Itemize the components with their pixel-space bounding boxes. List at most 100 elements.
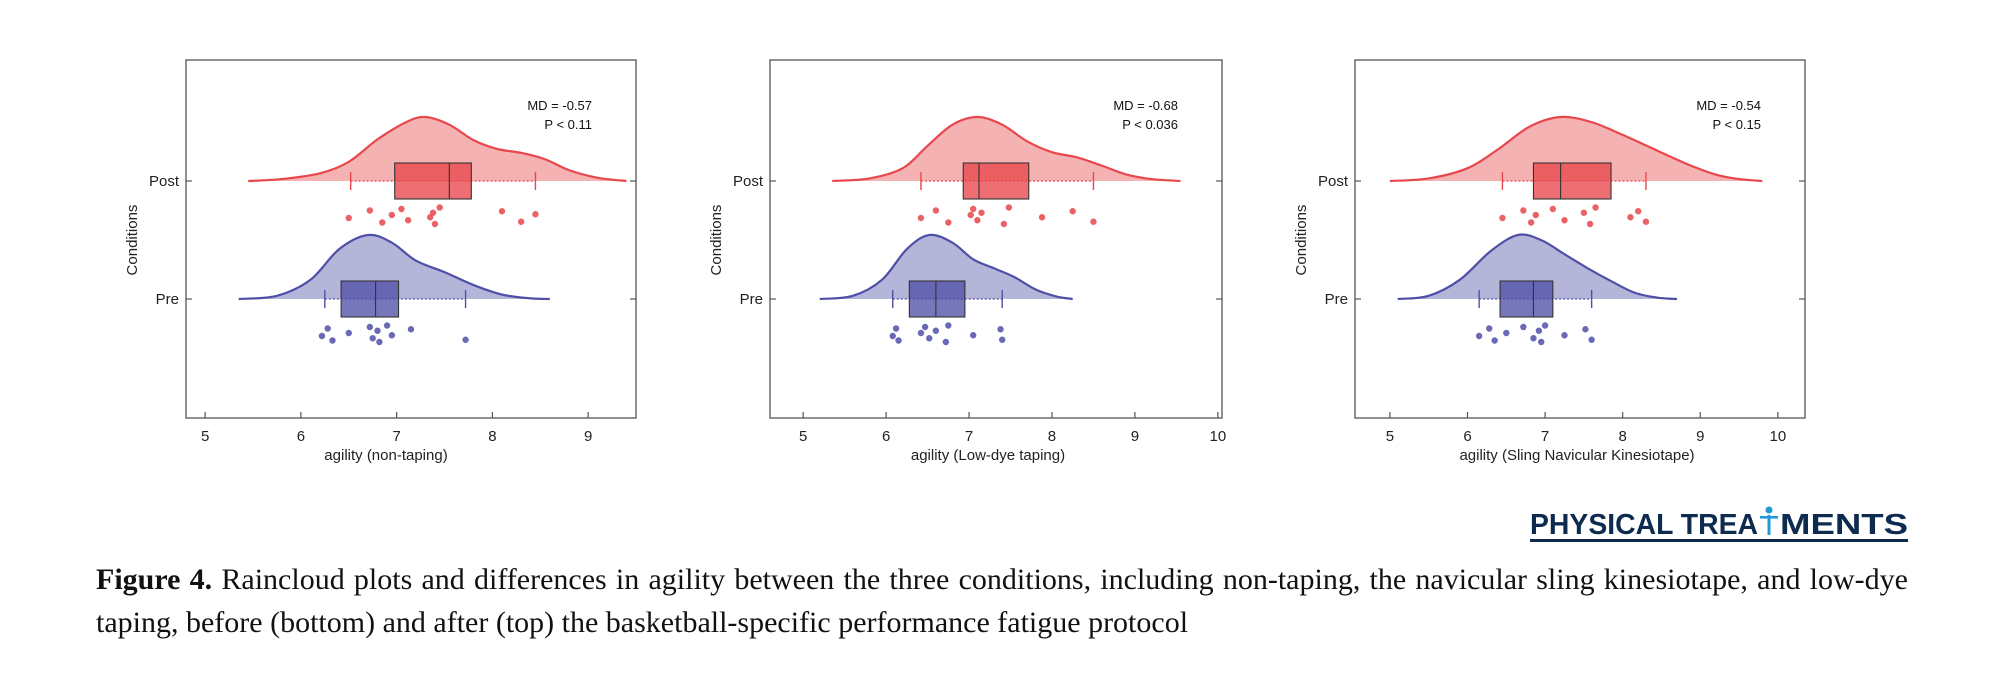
data-point <box>1527 219 1535 226</box>
data-point <box>1580 209 1588 216</box>
data-point <box>369 335 376 342</box>
data-point <box>889 332 896 340</box>
data-point <box>383 322 391 329</box>
density-outline <box>1389 115 1763 183</box>
data-point <box>462 336 469 343</box>
figure-caption: Figure 4. Raincloud plots and difference… <box>96 558 1908 644</box>
data-point <box>1541 322 1549 329</box>
data-point <box>945 219 952 226</box>
raincloud-chart-3: 5 6 7 8 9 10 agility (Sling Navicular Kinesiot… <box>1293 59 1806 464</box>
x-tick-label: 7 <box>965 428 973 445</box>
data-point <box>932 207 940 214</box>
data-point <box>1520 323 1527 331</box>
data-point <box>1499 214 1506 222</box>
x-tick-label: 6 <box>882 428 890 445</box>
data-point <box>318 332 326 340</box>
data-point <box>969 332 977 339</box>
p-value-label: P < 0.11 <box>544 117 592 132</box>
density-cloud <box>248 116 627 181</box>
logo-text-right: MENTS <box>1780 509 1908 541</box>
data-point <box>532 211 539 218</box>
x-tick-label: 7 <box>392 428 400 445</box>
data-point <box>404 217 412 224</box>
data-point <box>431 220 439 228</box>
data-point <box>974 217 981 224</box>
density-outline <box>832 115 1181 183</box>
p-value-label: P < 0.15 <box>1712 117 1761 132</box>
x-tick-label: 9 <box>584 428 592 445</box>
data-point <box>1538 338 1545 346</box>
data-point <box>926 335 933 342</box>
data-point <box>1000 220 1008 228</box>
y-axis-label: Conditions <box>1293 205 1310 276</box>
data-point <box>388 332 396 339</box>
data-point <box>1561 217 1568 224</box>
raincloud-chart-2: 5 6 7 8 9 10 agility (Low-dye taping) Condition… <box>708 59 1227 464</box>
data-point <box>388 211 396 219</box>
data-point <box>892 325 900 332</box>
plot-frame <box>769 59 1223 419</box>
series-pre: Pre <box>740 233 1222 346</box>
raincloud-chart-1: 5 6 7 8 9 agility (non-taping) Conditions MD = … <box>124 59 637 464</box>
data-point <box>1535 327 1543 334</box>
x-tick-label: 9 <box>1131 428 1139 445</box>
x-tick-label: 5 <box>1386 428 1394 445</box>
data-point <box>1090 218 1097 225</box>
data-point <box>967 211 974 219</box>
data-point <box>1592 204 1599 211</box>
data-point <box>945 322 952 329</box>
x-tick-label: 10 <box>1770 428 1787 445</box>
data-point <box>345 214 352 222</box>
data-point <box>999 336 1006 343</box>
box <box>962 162 1030 200</box>
data-point <box>917 329 925 337</box>
data-point <box>1005 204 1013 211</box>
data-point <box>1530 335 1537 342</box>
plot-frame <box>1354 59 1806 419</box>
mean-difference-label: MD = -0.54 <box>1696 98 1761 113</box>
p-value-label: P < 0.036 <box>1122 117 1178 132</box>
density-cloud <box>238 234 550 299</box>
data-point <box>329 337 336 344</box>
y-axis-label: Conditions <box>708 205 725 276</box>
data-point <box>376 338 383 346</box>
data-point <box>917 214 925 222</box>
series-pre: Pre <box>1325 233 1805 346</box>
data-point <box>366 207 374 214</box>
series-post: Post <box>149 115 636 228</box>
data-point <box>978 209 985 216</box>
series-post: Post <box>733 115 1222 228</box>
y-tick-label: Pre <box>1325 291 1348 308</box>
plot-frame <box>185 59 637 419</box>
data-point <box>366 323 374 331</box>
data-point <box>1549 205 1557 213</box>
density-cloud <box>1389 116 1763 181</box>
data-point <box>1038 214 1046 221</box>
data-point <box>1634 208 1642 215</box>
x-tick-label: 7 <box>1541 428 1549 445</box>
density-outline <box>819 233 1073 301</box>
data-point <box>1486 325 1493 332</box>
series-post: Post <box>1318 115 1805 228</box>
x-tick-label: 10 <box>1210 428 1227 445</box>
data-point <box>1586 220 1594 228</box>
box <box>1532 162 1612 200</box>
data-point <box>1627 214 1634 221</box>
data-point <box>1532 211 1539 219</box>
y-tick-label: Post <box>149 173 180 190</box>
data-point <box>379 219 386 226</box>
data-point <box>1475 332 1483 340</box>
data-point <box>895 337 902 344</box>
x-tick-label: 6 <box>1463 428 1471 445</box>
x-axis-label: agility (Low-dye taping) <box>911 447 1065 464</box>
person-icon <box>1760 506 1778 535</box>
figure-label: Figure 4. <box>96 563 213 596</box>
data-point <box>997 326 1004 333</box>
x-tick-label: 5 <box>201 428 209 445</box>
data-point <box>498 208 506 215</box>
data-point <box>1520 207 1527 214</box>
data-point <box>374 327 381 334</box>
data-point <box>324 325 331 332</box>
data-point <box>942 338 950 346</box>
data-point <box>517 218 525 225</box>
